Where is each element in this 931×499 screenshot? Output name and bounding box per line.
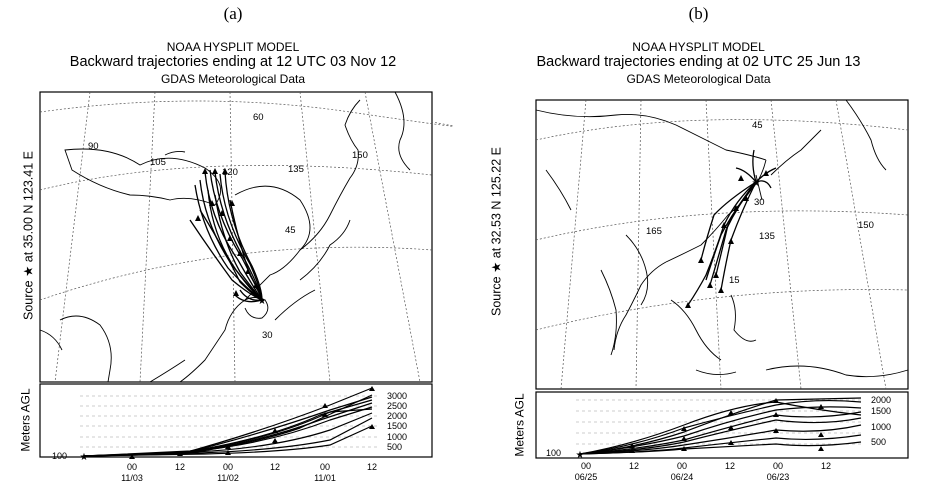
map-label: 60 xyxy=(253,112,264,123)
time-tick: 00 xyxy=(677,461,687,471)
time-axis: 00 12 00 12 00 12 11/03 11/02 11/01 xyxy=(121,462,377,483)
y-tick: 2000 xyxy=(871,395,891,405)
map-label: 30 xyxy=(262,330,273,341)
time-tick: 00 xyxy=(127,462,137,472)
source-star-icon: ★ xyxy=(258,296,267,307)
vertical-axis-label: Meters AGL xyxy=(18,388,33,452)
time-tick: 00 xyxy=(320,462,330,472)
profile-frame xyxy=(39,383,433,458)
map-label: 105 xyxy=(150,157,166,168)
time-tick: 12 xyxy=(270,462,280,472)
graticule xyxy=(39,91,454,383)
time-tick: 12 xyxy=(725,461,735,471)
y-tick: 500 xyxy=(871,437,886,447)
profile-markers xyxy=(629,398,824,453)
map-labels: 45 30 165 135 150 15 xyxy=(646,120,874,286)
y-tick: 1500 xyxy=(871,406,891,416)
y-tick: 2500 xyxy=(387,401,407,411)
profile-source-star-icon: ★ xyxy=(576,450,585,461)
map-frame xyxy=(39,91,433,383)
profile-source-star-icon: ★ xyxy=(80,452,89,463)
time-tick: 00 xyxy=(773,461,783,471)
coastlines xyxy=(39,91,411,383)
panel-a: (a) NOAA HYSPLIT MODEL Backward trajecto… xyxy=(18,4,454,483)
profile-frame xyxy=(535,391,909,459)
map-label: 30 xyxy=(754,197,765,208)
date-label: 11/01 xyxy=(314,473,336,483)
map-frame xyxy=(535,99,909,390)
map-label: 150 xyxy=(352,150,368,161)
map-label: 135 xyxy=(759,231,775,242)
panel-a-graphics: 60 90 105 120 135 150 45 30 xyxy=(39,91,454,483)
time-tick: 12 xyxy=(629,461,639,471)
profile-y-ticks: 3000 2500 2000 1500 1000 500 100 xyxy=(52,391,407,461)
model-title: NOAA HYSPLIT MODEL xyxy=(166,40,300,54)
time-tick: 12 xyxy=(367,462,377,472)
graticule xyxy=(535,99,909,390)
map-label: 150 xyxy=(858,220,874,231)
date-label: 11/02 xyxy=(217,473,239,483)
panel-label: (b) xyxy=(688,4,709,23)
time-tick: 00 xyxy=(581,461,591,471)
panel-b: (b) NOAA HYSPLIT MODEL Backward trajecto… xyxy=(466,0,931,499)
y-tick: 3000 xyxy=(387,391,407,401)
profile-y-ticks: 2000 1500 1000 500 100 xyxy=(546,395,891,458)
source-star-icon: ★ xyxy=(752,178,761,189)
start-level: 100 xyxy=(52,451,67,461)
trajectory-markers xyxy=(685,170,769,308)
data-source-title: GDAS Meteorological Data xyxy=(160,72,306,86)
date-label: 06/23 xyxy=(767,472,790,482)
time-axis: 00 12 00 12 00 12 06/25 06/24 06/23 xyxy=(575,461,831,482)
panel-label: (a) xyxy=(223,4,243,23)
trajectory-title: Backward trajectories ending at 12 UTC 0… xyxy=(69,54,397,70)
date-label: 06/25 xyxy=(575,472,598,482)
y-tick: 1000 xyxy=(871,422,891,432)
profile-lines xyxy=(579,397,862,455)
trajectory-markers xyxy=(195,168,259,296)
map-label: 120 xyxy=(222,167,238,178)
vertical-axis-label: Meters AGL xyxy=(512,393,527,457)
date-label: 06/24 xyxy=(671,472,694,482)
y-tick: 1000 xyxy=(387,432,407,442)
time-tick: 12 xyxy=(821,461,831,471)
map-labels: 60 90 105 120 135 150 45 30 xyxy=(88,112,368,341)
trajectory-bundle xyxy=(189,169,263,303)
panel-b-graphics: 45 30 165 135 150 15 xyxy=(535,99,909,482)
map-label: 135 xyxy=(288,164,304,175)
coastlines xyxy=(535,99,909,378)
map-label: 15 xyxy=(729,275,740,286)
map-label: 165 xyxy=(646,226,662,237)
profile-markers xyxy=(129,386,375,459)
trajectory-title: Backward trajectories ending at 02 UTC 2… xyxy=(536,54,861,70)
profile-lines xyxy=(83,387,373,457)
model-title: NOAA HYSPLIT MODEL xyxy=(632,40,765,54)
start-level: 100 xyxy=(546,448,561,458)
time-tick: 00 xyxy=(223,462,233,472)
map-label: 45 xyxy=(285,225,296,236)
map-label: 45 xyxy=(752,120,763,131)
date-label: 11/03 xyxy=(121,473,143,483)
y-tick: 1500 xyxy=(387,421,407,431)
time-tick: 12 xyxy=(175,462,185,472)
data-source-title: GDAS Meteorological Data xyxy=(626,72,771,86)
y-tick: 2000 xyxy=(387,411,407,421)
y-tick: 500 xyxy=(387,442,402,452)
map-label: 90 xyxy=(88,141,99,152)
